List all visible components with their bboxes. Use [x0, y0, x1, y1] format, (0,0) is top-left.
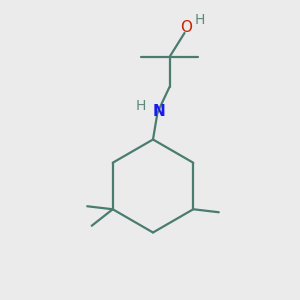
Text: N: N: [153, 103, 165, 118]
Text: H: H: [195, 14, 205, 27]
Text: O: O: [180, 20, 192, 35]
Text: H: H: [136, 99, 146, 113]
